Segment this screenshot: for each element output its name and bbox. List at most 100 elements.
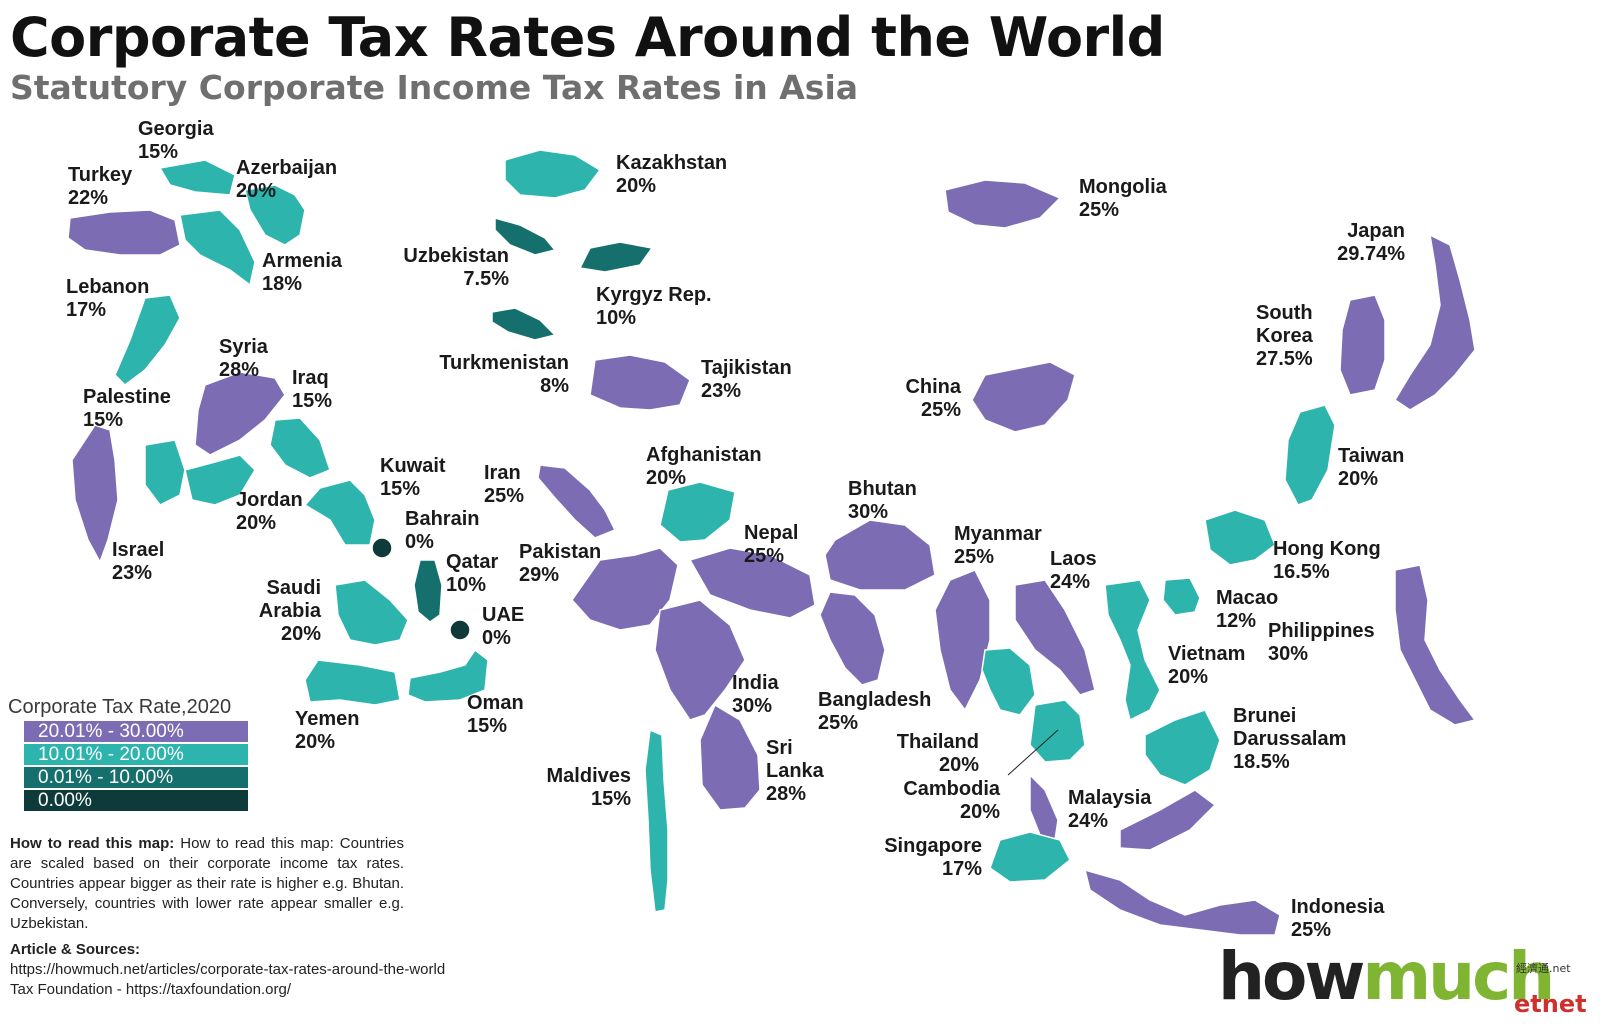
country-label-china: China 25%	[893, 376, 961, 422]
country-shape-israel	[71, 424, 119, 564]
country-label-yemen: Yemen 20%	[295, 708, 359, 754]
country-label-malaysia: Malaysia 24%	[1068, 787, 1151, 833]
country-name: China	[905, 376, 961, 398]
country-name: Mongolia	[1079, 176, 1167, 198]
country-shape-saudi-arabia	[334, 579, 409, 646]
legend-item-high: 20.01% - 30.00%	[24, 721, 248, 742]
cambodia-leader-line	[1007, 729, 1059, 776]
country-name: Kazakhstan	[616, 152, 728, 174]
country-label-qatar: Qatar 10%	[446, 551, 498, 597]
country-label-turkey: Turkey 22%	[68, 164, 132, 210]
country-label-turkmenistan: Turkmenistan 8%	[412, 352, 569, 398]
country-rate: 10%	[446, 574, 487, 596]
country-shape-iraq	[269, 417, 331, 479]
country-name: Kyrgyz Rep.	[596, 284, 712, 306]
country-name-line2: Arabia	[258, 600, 321, 622]
country-shape-oman	[407, 648, 489, 703]
country-rate: 15%	[83, 409, 124, 431]
country-shape-taiwan	[1284, 404, 1336, 506]
country-rate: 18.5%	[1233, 751, 1290, 773]
country-shape-south-korea	[1339, 294, 1386, 396]
country-rate: 20%	[1338, 468, 1379, 490]
country-shape-singapore	[989, 831, 1071, 883]
country-label-palestine: Palestine 15%	[83, 386, 171, 432]
country-rate: 28%	[766, 783, 807, 805]
country-label-kazakhstan: Kazakhstan 20%	[616, 152, 727, 198]
sources: Article & Sources: https://howmuch.net/a…	[10, 940, 445, 1000]
logo-cn: 經濟通.net	[1516, 960, 1571, 976]
legend-item-low: 0.01% - 10.00%	[24, 767, 248, 788]
country-rate: 23%	[701, 380, 742, 402]
country-name: Palestine	[83, 386, 171, 408]
source-link-taxfoundation[interactable]: Tax Foundation - https://taxfoundation.o…	[10, 981, 292, 998]
country-label-lebanon: Lebanon 17%	[66, 276, 149, 322]
country-name: Turkmenistan	[439, 352, 569, 374]
country-name: Azerbaijan	[236, 157, 338, 179]
country-rate: 20%	[1168, 666, 1209, 688]
country-rate: 20%	[280, 623, 321, 645]
country-rate: 15%	[467, 715, 508, 737]
country-name: Thailand	[896, 731, 979, 753]
source-link-howmuch[interactable]: https://howmuch.net/articles/corporate-t…	[10, 961, 446, 978]
country-rate: 20%	[236, 180, 277, 202]
country-rate: 16.5%	[1273, 561, 1330, 583]
howmuch-logo[interactable]: howmuch	[1218, 938, 1555, 1015]
country-name: Tajikistan	[701, 357, 792, 379]
country-name: Bangladesh	[818, 689, 932, 711]
country-name: Pakistan	[519, 541, 602, 563]
country-rate: 22%	[68, 187, 109, 209]
country-shape-nepal	[688, 547, 816, 619]
country-rate: 0%	[405, 531, 434, 553]
country-label-brunei-darussalam: Brunei Darussalam 18.5%	[1233, 705, 1346, 774]
how-to-heading: How to read this map:	[10, 835, 175, 852]
country-shape-indonesia	[1083, 868, 1281, 936]
country-rate: 20%	[295, 731, 336, 753]
country-name: Laos	[1050, 548, 1097, 570]
how-to-text: How to read this map: Countries are scal…	[10, 835, 404, 932]
country-rate: 20%	[616, 175, 657, 197]
country-shape-bangladesh	[819, 591, 886, 686]
country-rate: 7.5%	[463, 268, 509, 290]
country-shape-macao	[1162, 577, 1201, 616]
country-name: UAE	[482, 604, 525, 626]
legend: Corporate Tax Rate,2020 20.01% - 30.00% …	[8, 696, 248, 811]
country-rate: 17%	[941, 858, 982, 880]
country-rate: 15%	[590, 788, 631, 810]
country-label-saudi-arabia: Saudi Arabia 20%	[243, 577, 321, 646]
country-rate: 20%	[938, 754, 979, 776]
country-shape-japan	[1393, 233, 1476, 411]
country-shape-myanmar	[934, 569, 991, 712]
country-label-jordan: Jordan 20%	[236, 489, 303, 535]
country-rate: 25%	[484, 485, 525, 507]
country-label-bhutan: Bhutan 30%	[848, 478, 917, 524]
country-label-kuwait: Kuwait 15%	[380, 455, 446, 501]
country-rate: 17%	[66, 299, 107, 321]
country-rate: 25%	[954, 546, 995, 568]
country-label-singapore: Singapore 17%	[862, 835, 982, 881]
country-name: Syria	[219, 336, 268, 358]
country-shape-hong-kong	[1204, 509, 1276, 566]
country-name: Hong Kong	[1273, 538, 1381, 560]
country-label-cambodia: Cambodia 20%	[882, 778, 1000, 824]
country-name: Armenia	[262, 250, 343, 272]
country-label-nepal: Nepal 25%	[744, 522, 798, 568]
logo-how: how	[1218, 938, 1365, 1015]
country-label-syria: Syria 28%	[219, 336, 268, 382]
country-label-iraq: Iraq 15%	[292, 367, 332, 413]
country-shape-uzbekistan	[494, 217, 557, 256]
country-rate: 15%	[138, 141, 179, 163]
country-shape-kyrgyz-rep	[578, 241, 654, 273]
country-rate: 30%	[848, 501, 889, 523]
country-name: Macao	[1216, 587, 1279, 609]
country-rate: 20%	[959, 801, 1000, 823]
country-rate: 30%	[732, 695, 773, 717]
sources-heading: Article & Sources:	[10, 941, 141, 958]
country-rate: 28%	[219, 359, 260, 381]
country-name: Afghanistan	[646, 444, 762, 466]
country-shape-india	[654, 599, 746, 721]
country-label-georgia: Georgia 15%	[138, 118, 214, 164]
country-label-japan: Japan 29.74%	[1322, 220, 1405, 266]
country-name: Jordan	[236, 489, 303, 511]
country-name: South	[1256, 302, 1313, 324]
country-name: Georgia	[138, 118, 214, 140]
